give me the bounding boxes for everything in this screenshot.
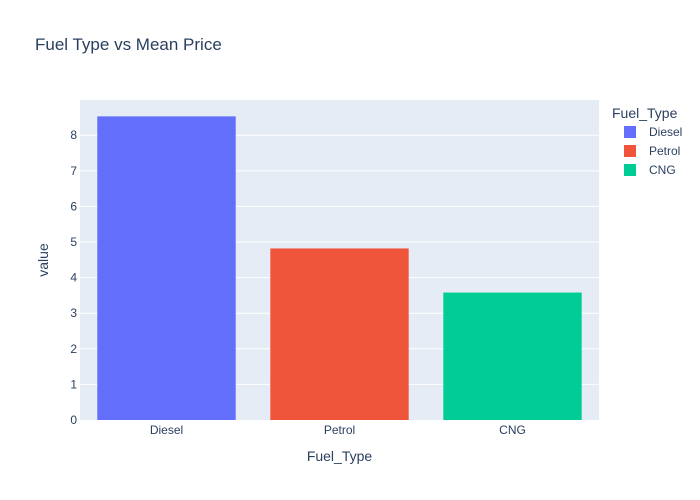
legend-swatch-cng[interactable] [624, 164, 636, 176]
legend-swatch-diesel[interactable] [624, 126, 636, 138]
legend: Fuel_Type Diesel Petrol CNG [612, 105, 682, 177]
bar-diesel [97, 116, 236, 420]
x-axis-ticks: Diesel Petrol CNG [150, 423, 526, 437]
chart-title: Fuel Type vs Mean Price [35, 35, 222, 54]
y-tick-label: 6 [70, 199, 77, 213]
legend-title: Fuel_Type [612, 105, 678, 121]
y-tick-label: 0 [70, 413, 77, 427]
legend-label-cng[interactable]: CNG [649, 163, 676, 177]
bar-cng [443, 292, 582, 420]
y-tick-label: 2 [70, 342, 77, 356]
x-tick-label: CNG [499, 423, 526, 437]
y-tick-label: 8 [70, 128, 77, 142]
legend-swatch-petrol[interactable] [624, 145, 636, 157]
y-tick-label: 5 [70, 235, 77, 249]
y-axis-label: value [35, 243, 51, 277]
legend-label-petrol[interactable]: Petrol [649, 144, 680, 158]
y-tick-label: 3 [70, 306, 77, 320]
y-tick-label: 7 [70, 164, 77, 178]
bars [97, 116, 582, 420]
x-tick-label: Diesel [150, 423, 183, 437]
x-axis-label: Fuel_Type [307, 448, 373, 464]
legend-items: Diesel Petrol CNG [624, 125, 682, 177]
legend-label-diesel[interactable]: Diesel [649, 125, 682, 139]
y-tick-label: 1 [70, 377, 77, 391]
y-axis-ticks: 0 1 2 3 4 5 6 7 8 [70, 128, 77, 427]
x-tick-label: Petrol [324, 423, 355, 437]
y-tick-label: 4 [70, 271, 77, 285]
bar-petrol [270, 248, 409, 420]
